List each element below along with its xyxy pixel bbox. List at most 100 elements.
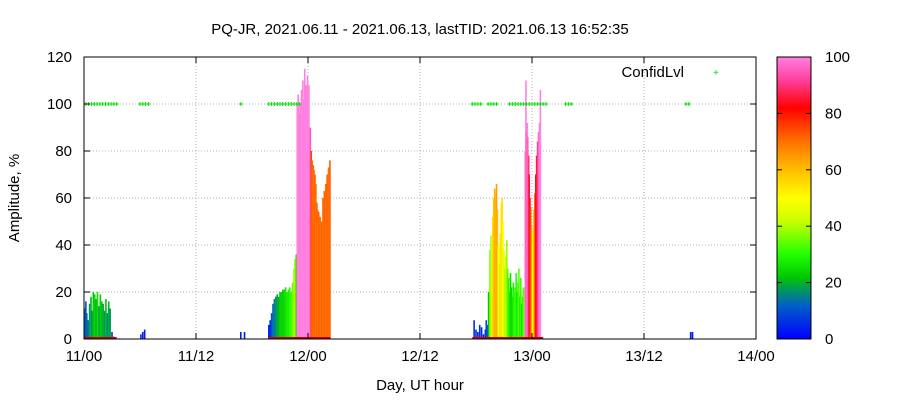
colorbar-tick-label: 0 (825, 331, 833, 348)
amplitude-bar (501, 198, 503, 339)
amplitude-bar (310, 151, 313, 339)
amplitude-bar (327, 167, 330, 339)
amplitude-bar (100, 301, 103, 339)
amplitude-bar (269, 320, 271, 339)
x-tick-label: 14/00 (737, 348, 775, 365)
legend: ConfidLvl + (621, 64, 719, 81)
amplitude-bar (520, 277, 522, 339)
amplitude-bar (534, 193, 536, 339)
amplitude-bar (313, 169, 315, 339)
y-tick-label: 120 (47, 49, 72, 66)
amplitude-bar (509, 273, 512, 339)
amplitude-bar (511, 296, 514, 339)
amplitude-bar (518, 268, 520, 339)
amplitude-bar (315, 183, 317, 339)
amplitude-bar (319, 216, 321, 339)
amplitude-bar (489, 249, 491, 339)
amplitude-bar (503, 249, 505, 339)
amplitude-bar (510, 287, 513, 339)
amplitude-bar (477, 331, 479, 339)
amplitude-bar (493, 188, 496, 339)
colorbar-tick-label: 20 (825, 275, 842, 292)
x-tick-label: 12/12 (401, 348, 439, 365)
amplitude-bar (103, 310, 106, 339)
x-tick-label: 11/12 (178, 348, 214, 365)
amplitude-bar (538, 122, 541, 339)
amplitude-bar (279, 292, 281, 339)
amplitude-bar (90, 296, 92, 339)
amplitude-bar (93, 294, 96, 339)
baseline-marker (472, 337, 544, 339)
amplitude-bar (515, 273, 517, 339)
amplitude-bar (88, 303, 91, 339)
amplitude-bar (495, 183, 498, 339)
amplitude-bar (314, 174, 316, 339)
amplitude-bar (486, 324, 488, 339)
amplitude-bar (492, 198, 495, 339)
amplitude-bar (506, 240, 508, 339)
amplitude-bar (323, 190, 326, 339)
amplitude-bar (92, 292, 95, 339)
x-tick-label: 11/00 (66, 348, 102, 365)
amplitude-bar (537, 132, 540, 339)
amplitude-bar (482, 334, 485, 339)
amplitude-bar (268, 324, 270, 339)
amplitude-bar (303, 68, 306, 339)
amplitude-bar (299, 104, 301, 339)
amplitude-bar (514, 287, 516, 339)
amplitude-bar (490, 235, 492, 339)
colorbar-tick-label: 60 (825, 162, 842, 179)
amplitude-bar (291, 282, 294, 339)
amplitude-bar (324, 183, 327, 339)
y-axis-label: Amplitude, % (6, 154, 23, 242)
amplitude-bar (305, 85, 307, 339)
amplitude-bar (520, 303, 523, 339)
amplitude-bar (243, 331, 246, 339)
amplitude-bar (508, 292, 511, 339)
amplitude-bar (142, 331, 144, 339)
amplitude-bar (504, 268, 506, 339)
amplitude-bar (498, 263, 501, 339)
amplitude-bar (272, 303, 274, 339)
amplitude-bar (270, 313, 273, 339)
amplitude-bar (316, 202, 318, 339)
x-tick-label: 12/00 (289, 348, 327, 365)
amplitude-bar (485, 320, 488, 339)
chart-title: PQ-JR, 2021.06.11 - 2021.06.13, lastTID:… (211, 21, 629, 38)
amplitude-bar (277, 296, 280, 339)
colorbar (776, 56, 812, 340)
amplitude-bar (494, 193, 497, 339)
colorbar-tick-label: 80 (825, 105, 842, 122)
amplitude-bar (521, 296, 524, 339)
amplitude-bar (507, 277, 510, 339)
grid-layer (84, 57, 756, 339)
legend-label: ConfidLvl (621, 64, 684, 81)
amplitude-bar (505, 256, 507, 339)
amplitude-bar (478, 324, 481, 339)
amplitude-bar (516, 292, 518, 339)
legend-marker: + (713, 68, 719, 79)
amplitude-bar (284, 287, 287, 339)
amplitude-bar (143, 329, 146, 339)
x-tick-label: 13/00 (513, 348, 551, 365)
amplitude-bar (84, 308, 86, 339)
y-tick-label: 80 (55, 143, 72, 160)
amplitude-bar (534, 174, 537, 339)
bars-layer (84, 68, 694, 340)
amplitude-bar (309, 127, 312, 339)
ticks-layer: 11/00 11/12 12/00 12/12 13/00 13/12 14/00 0 20 40… (47, 49, 775, 365)
amplitude-bar (283, 289, 285, 339)
amplitude-bar (290, 292, 292, 339)
y-tick-label: 60 (55, 190, 72, 207)
amplitude-bar (317, 209, 319, 339)
amplitude-bar (311, 160, 313, 339)
amplitude-bar (287, 289, 290, 339)
amplitude-bar (492, 216, 494, 339)
amplitude-bar (513, 292, 516, 339)
amplitude-bar (487, 292, 490, 339)
amplitude-bar (525, 132, 528, 339)
amplitude-bar (491, 268, 493, 339)
amplitude-bar (102, 303, 104, 339)
amplitude-bar (320, 221, 323, 339)
